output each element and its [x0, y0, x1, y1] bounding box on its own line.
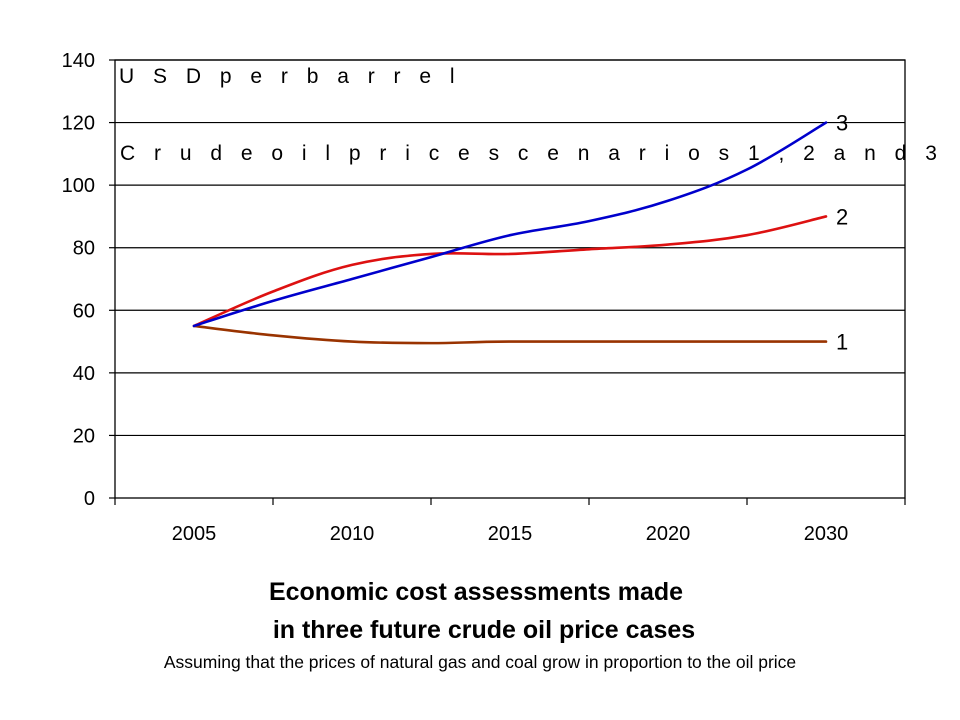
series-label-1: 1: [836, 330, 848, 355]
caption-subtitle: Assuming that the prices of natural gas …: [163, 652, 797, 672]
series-line-1: [192, 324, 828, 345]
x-tick-label-2005: 2005: [172, 523, 217, 545]
grid-lines: [115, 59, 905, 437]
y-tick-label-40: 40: [73, 363, 95, 385]
unit-annotation: U S D p e r b a r r e l: [119, 65, 461, 88]
y-tick-label-0: 0: [84, 488, 95, 510]
y-tick-label-100: 100: [62, 175, 95, 197]
caption-title-line-1: Economic cost assessments made: [268, 578, 684, 606]
series-end-labels: 1 2 3: [836, 111, 848, 355]
series-line-2: [192, 215, 828, 328]
axes: [109, 59, 906, 505]
x-tick-label-2020: 2020: [646, 523, 691, 545]
y-tick-label-120: 120: [62, 113, 95, 135]
y-tick-label-140: 140: [62, 50, 95, 72]
x-tick-label-2015: 2015: [488, 523, 533, 545]
x-axis-tick-labels: 2005 2010 2015 2020 2030: [172, 523, 849, 545]
plot-frame: [114, 59, 906, 499]
series-label-2: 2: [836, 204, 848, 229]
series-lines: [192, 121, 828, 345]
x-tick-label-2010: 2010: [330, 523, 375, 545]
y-tick-label-60: 60: [73, 300, 95, 322]
y-tick-label-20: 20: [73, 425, 95, 447]
y-tick-label-80: 80: [73, 238, 95, 260]
scenario-annotation: C r u d e o i l p r i c e s c e n a r i …: [120, 142, 943, 165]
y-axis-tick-labels: 0 20 40 60 80 100 120 140: [62, 50, 95, 510]
x-tick-label-2030: 2030: [804, 523, 849, 545]
caption-title-line-2: in three future crude oil price cases: [272, 616, 696, 644]
series-line-3: [192, 121, 828, 328]
series-label-3: 3: [836, 111, 848, 136]
